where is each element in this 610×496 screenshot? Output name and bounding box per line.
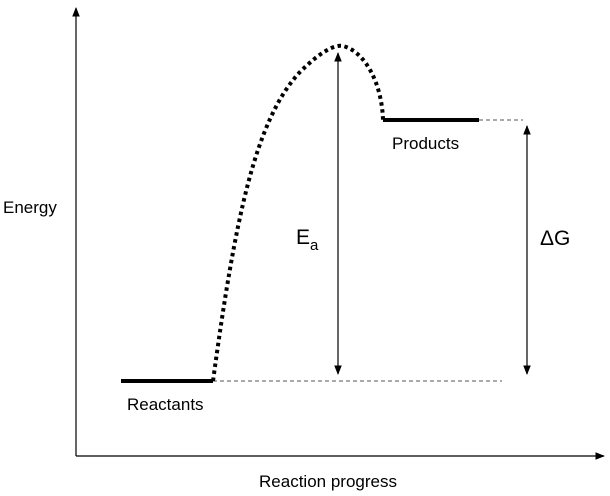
products-label: Products: [392, 134, 459, 153]
activation-energy-subscript: a: [310, 237, 319, 254]
reactants-label: Reactants: [127, 395, 204, 414]
activation-energy-label: Ea: [296, 226, 319, 254]
x-axis-label: Reaction progress: [259, 472, 397, 491]
activation-energy-symbol: E: [296, 226, 310, 249]
reaction-energy-curve: [211, 43, 385, 382]
y-axis-label: Energy: [3, 198, 57, 217]
free-energy-change-label: ΔG: [540, 227, 570, 250]
